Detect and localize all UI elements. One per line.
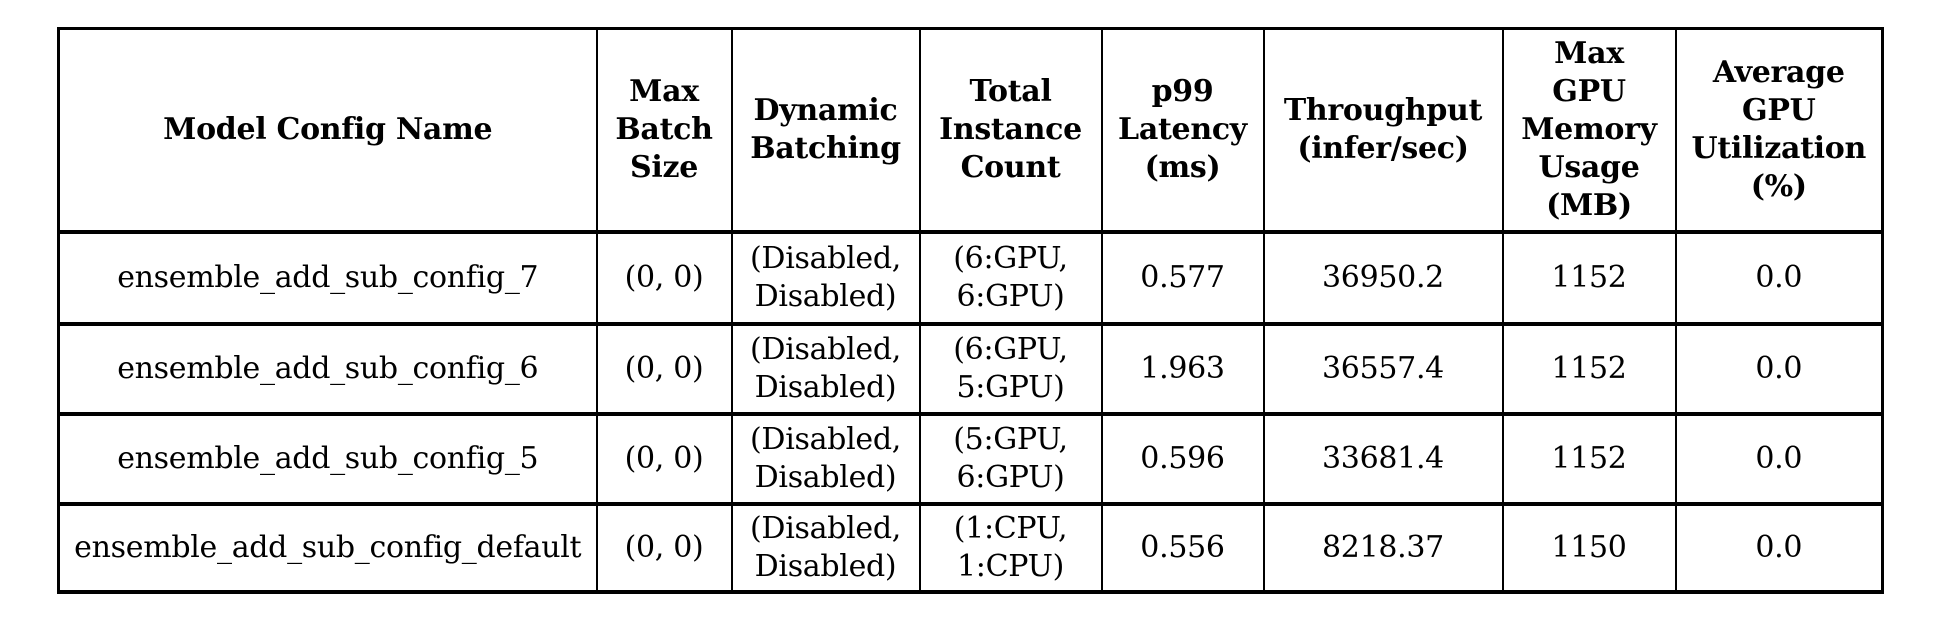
cell-total-instance-count: (1:CPU, 1:CPU) xyxy=(918,501,1103,593)
cell-max-batch-size: (0, 0) xyxy=(595,501,733,593)
cell-total-instance-count: (5:GPU, 6:GPU) xyxy=(918,411,1103,505)
table-row: ensemble_add_sub_config_default (0, 0) (… xyxy=(57,501,1884,593)
cell-p99-latency: 1.963 xyxy=(1100,321,1265,415)
cell-max-batch-size: (0, 0) xyxy=(595,230,733,325)
header-row: Model Config Name Max Batch Size Dynamic… xyxy=(57,27,1884,234)
column-header-average-gpu-utilization: Average GPU Utilization (%) xyxy=(1674,27,1884,234)
cell-p99-latency: 0.577 xyxy=(1100,230,1265,325)
cell-model-config-name: ensemble_add_sub_config_5 xyxy=(57,411,598,505)
column-header-total-instance-count: Total Instance Count xyxy=(918,27,1103,234)
cell-avg-gpu-utilization: 0.0 xyxy=(1674,230,1884,325)
cell-total-instance-count: (6:GPU, 6:GPU) xyxy=(918,230,1103,325)
cell-throughput: 33681.4 xyxy=(1262,411,1504,505)
cell-max-batch-size: (0, 0) xyxy=(595,411,733,505)
column-header-throughput: Throughput (infer/sec) xyxy=(1262,27,1504,234)
cell-avg-gpu-utilization: 0.0 xyxy=(1674,411,1884,505)
cell-p99-latency: 0.556 xyxy=(1100,501,1265,593)
column-header-dynamic-batching: Dynamic Batching xyxy=(730,27,921,234)
cell-p99-latency: 0.596 xyxy=(1100,411,1265,505)
cell-avg-gpu-utilization: 0.0 xyxy=(1674,321,1884,415)
table-row: ensemble_add_sub_config_7 (0, 0) (Disabl… xyxy=(57,230,1884,325)
table-row: ensemble_add_sub_config_6 (0, 0) (Disabl… xyxy=(57,321,1884,415)
cell-max-gpu-memory: 1152 xyxy=(1501,411,1677,505)
cell-throughput: 36950.2 xyxy=(1262,230,1504,325)
cell-max-batch-size: (0, 0) xyxy=(595,321,733,415)
cell-dynamic-batching: (Disabled, Disabled) xyxy=(730,501,921,593)
cell-max-gpu-memory: 1152 xyxy=(1501,230,1677,325)
cell-dynamic-batching: (Disabled, Disabled) xyxy=(730,411,921,505)
cell-model-config-name: ensemble_add_sub_config_default xyxy=(57,501,598,593)
cell-max-gpu-memory: 1152 xyxy=(1501,321,1677,415)
table-row: ensemble_add_sub_config_5 (0, 0) (Disabl… xyxy=(57,411,1884,505)
cell-dynamic-batching: (Disabled, Disabled) xyxy=(730,321,921,415)
cell-avg-gpu-utilization: 0.0 xyxy=(1674,501,1884,593)
table-header: Model Config Name Max Batch Size Dynamic… xyxy=(57,27,1884,234)
column-header-max-gpu-memory-usage: Max GPU Memory Usage (MB) xyxy=(1501,27,1677,234)
column-header-p99-latency: p99 Latency (ms) xyxy=(1100,27,1265,234)
cell-model-config-name: ensemble_add_sub_config_7 xyxy=(57,230,598,325)
cell-throughput: 8218.37 xyxy=(1262,501,1504,593)
column-header-max-batch-size: Max Batch Size xyxy=(595,27,733,234)
model-config-report-table: Model Config Name Max Batch Size Dynamic… xyxy=(57,27,1884,594)
cell-total-instance-count: (6:GPU, 5:GPU) xyxy=(918,321,1103,415)
column-header-model-config-name: Model Config Name xyxy=(57,27,598,234)
table-body: ensemble_add_sub_config_7 (0, 0) (Disabl… xyxy=(57,230,1884,593)
cell-model-config-name: ensemble_add_sub_config_6 xyxy=(57,321,598,415)
cell-max-gpu-memory: 1150 xyxy=(1501,501,1677,593)
cell-dynamic-batching: (Disabled, Disabled) xyxy=(730,230,921,325)
cell-throughput: 36557.4 xyxy=(1262,321,1504,415)
